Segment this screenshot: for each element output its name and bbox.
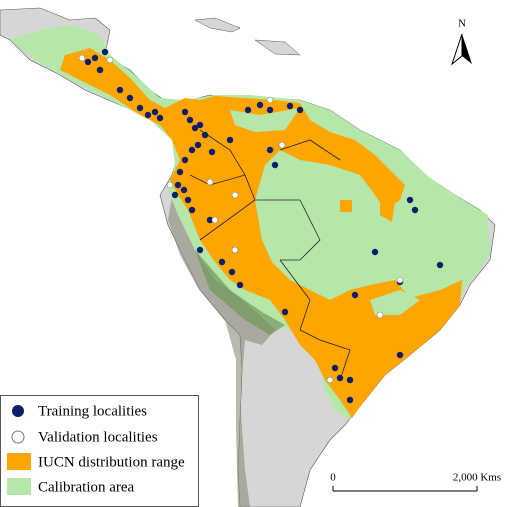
training-locality xyxy=(226,136,234,144)
forest-relief xyxy=(195,250,285,335)
training-locality xyxy=(406,196,414,204)
scale-label: 0 xyxy=(330,472,336,484)
training-locality xyxy=(208,148,216,156)
training-locality xyxy=(116,86,124,94)
training-locality xyxy=(91,54,99,62)
validation-locality xyxy=(231,246,239,254)
islands xyxy=(194,17,301,56)
training-locality xyxy=(371,248,379,256)
iucn-patch xyxy=(340,195,395,222)
training-locality xyxy=(196,246,204,254)
andes xyxy=(168,180,275,507)
north-label: N xyxy=(458,18,466,30)
training-locality xyxy=(331,364,339,372)
validation-locality xyxy=(211,216,219,224)
training-locality xyxy=(346,376,354,384)
validation-locality xyxy=(206,178,214,186)
legend-symbol xyxy=(11,430,25,444)
training-locality xyxy=(126,94,134,102)
training-locality xyxy=(346,396,354,404)
training-locality xyxy=(181,108,189,116)
calibration-patch xyxy=(230,108,300,132)
validation-locality xyxy=(231,191,239,199)
validation-locality xyxy=(106,56,114,64)
validation-locality xyxy=(278,141,286,149)
legend-symbol xyxy=(7,478,31,495)
validation-locality xyxy=(266,96,274,104)
training-locality xyxy=(156,114,164,122)
training-locality xyxy=(271,161,279,169)
training-locality xyxy=(194,141,202,149)
training-locality xyxy=(411,206,419,214)
calibration-patch xyxy=(370,290,420,315)
training-locality xyxy=(228,268,236,276)
validation-locality xyxy=(166,181,174,189)
training-locality xyxy=(336,374,344,382)
training-locality xyxy=(171,191,179,199)
training-locality xyxy=(101,48,109,56)
training-locality xyxy=(188,146,196,154)
validation-locality xyxy=(376,311,384,319)
training-locality xyxy=(191,124,199,132)
training-locality xyxy=(184,196,192,204)
training-locality xyxy=(396,351,404,359)
training-locality xyxy=(236,281,244,289)
legend-label: Calibration area xyxy=(38,479,135,495)
training-locality xyxy=(174,181,182,189)
training-locality xyxy=(266,106,274,114)
legend xyxy=(0,395,199,507)
training-locality xyxy=(296,106,304,114)
training-locality xyxy=(256,101,264,109)
legend-label: Validation localities xyxy=(38,429,158,445)
legend-label: Training localities xyxy=(38,403,147,419)
legend-symbol xyxy=(7,453,31,470)
training-locality xyxy=(201,131,209,139)
validation-locality xyxy=(326,376,334,384)
training-locality xyxy=(144,111,152,119)
training-locality xyxy=(351,291,359,299)
north-arrow xyxy=(462,34,472,64)
training-locality xyxy=(84,58,92,66)
legend-symbol xyxy=(12,405,24,417)
training-locality xyxy=(281,308,289,316)
training-locality xyxy=(188,206,196,214)
north-arrow xyxy=(450,33,463,66)
localities xyxy=(78,48,444,404)
training-locality xyxy=(181,156,189,164)
training-locality xyxy=(286,102,294,110)
training-locality xyxy=(196,121,204,129)
legend-label: IUCN distribution range xyxy=(38,454,185,470)
training-locality xyxy=(186,116,194,124)
training-locality xyxy=(436,261,444,269)
training-locality xyxy=(206,216,214,224)
training-locality xyxy=(96,66,104,74)
training-locality xyxy=(244,106,252,114)
training-locality xyxy=(151,108,159,116)
training-locality xyxy=(136,104,144,112)
training-locality xyxy=(176,168,184,176)
training-locality xyxy=(266,146,274,154)
validation-locality xyxy=(78,54,86,62)
iucn-range xyxy=(60,48,462,418)
validation-locality xyxy=(396,276,404,284)
training-locality xyxy=(218,258,226,266)
scale-label: 2,000 Kms xyxy=(453,472,501,484)
training-locality xyxy=(180,186,188,194)
